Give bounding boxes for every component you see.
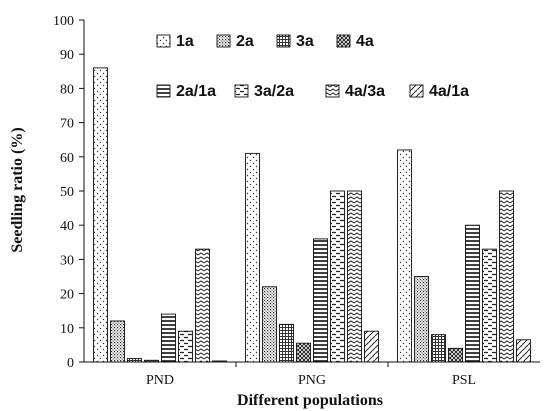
y-tick-label-90: 90 (60, 48, 74, 63)
legend-label-3a/2a: 3a/2a (254, 83, 294, 100)
bar-PND-2a (110, 320, 125, 363)
bar-PNG-1a (245, 152, 260, 363)
bar-PSL-4a/1a (516, 339, 531, 363)
y-tick-label-60: 60 (60, 151, 74, 166)
x-tick-label-PND: PND (146, 373, 174, 388)
legend-swatch-3a (276, 34, 291, 48)
bar-PSL-2a/1a (465, 224, 480, 363)
bar-PSL-1a (397, 149, 412, 363)
bar-PND-1a (93, 67, 108, 363)
legend-label-2a/1a: 2a/1a (176, 83, 216, 100)
x-tick-label-PNG: PNG (298, 373, 326, 388)
bar-PNG-4a/3a (347, 190, 362, 363)
bar-PND-3a/2a (178, 330, 193, 363)
legend-swatch-2a (216, 34, 231, 48)
x-tick-label-PSL: PSL (452, 373, 476, 388)
bar-PNG-4a/1a (364, 330, 379, 363)
bar-PSL-2a (414, 276, 429, 363)
legend-label-4a/1a: 4a/1a (429, 83, 469, 100)
bar-PNG-2a/1a (313, 238, 328, 363)
y-tick-label-0: 0 (67, 356, 74, 371)
y-tick-label-80: 80 (60, 82, 74, 97)
bar-PSL-4a/3a (499, 190, 514, 363)
y-tick-label-100: 100 (53, 14, 74, 29)
bar-PNG-3a (279, 323, 294, 363)
y-tick-label-40: 40 (60, 219, 74, 234)
legend: 1a 2a 3a 4a 2a/1a 3a/2a 4a/3a 4a/1a (156, 33, 469, 100)
bar-PND-3a (127, 358, 142, 363)
y-tick-label-20: 20 (60, 288, 74, 303)
legend-swatch-3a/2a (234, 84, 249, 98)
bar-PNG-2a (262, 286, 277, 363)
x-axis-title: Different populations (237, 392, 383, 409)
y-tick-label-50: 50 (60, 185, 74, 200)
y-tick-label-70: 70 (60, 117, 74, 132)
legend-swatch-4a (336, 34, 351, 48)
legend-label-4a: 4a (356, 33, 374, 50)
bar-PSL-3a (431, 334, 446, 363)
legend-label-4a/3a: 4a/3a (345, 83, 385, 100)
bar-PND-4a/3a (195, 248, 210, 363)
y-tick-label-30: 30 (60, 253, 74, 268)
legend-swatch-2a/1a (156, 84, 171, 98)
bar-PNG-3a/2a (330, 190, 345, 363)
bar-PSL-3a/2a (482, 248, 497, 363)
legend-swatch-1a (156, 34, 171, 48)
legend-swatch-4a/1a (409, 84, 424, 98)
legend-label-2a: 2a (236, 33, 254, 50)
y-tick-label-10: 10 (60, 322, 74, 337)
y-axis-title: Seedling ratio (%) (9, 127, 26, 252)
bar-PSL-4a (448, 347, 463, 363)
legend-swatch-4a/3a (325, 84, 340, 98)
bar-PNG-4a (296, 342, 311, 363)
legend-label-3a: 3a (296, 33, 314, 50)
legend-label-1a: 1a (176, 33, 194, 50)
bar-PND-2a/1a (161, 313, 176, 363)
